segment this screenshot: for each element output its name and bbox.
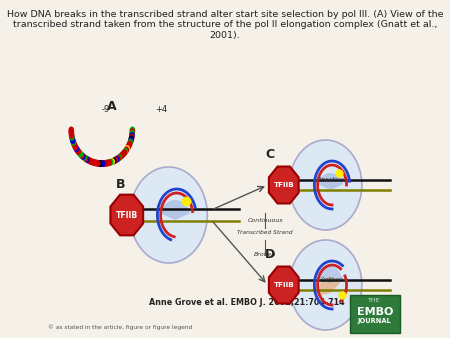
Circle shape <box>111 158 117 165</box>
Circle shape <box>72 142 77 149</box>
Circle shape <box>79 152 85 159</box>
Text: -9: -9 <box>102 105 110 114</box>
Text: © as stated in the article, figure or figure legend: © as stated in the article, figure or fi… <box>48 324 192 330</box>
Circle shape <box>87 158 93 165</box>
Circle shape <box>124 147 129 153</box>
Wedge shape <box>318 277 340 296</box>
Text: C: C <box>265 148 274 161</box>
Circle shape <box>86 157 91 164</box>
Circle shape <box>76 148 81 155</box>
Circle shape <box>100 160 105 167</box>
Text: TFIIB: TFIIB <box>274 282 294 288</box>
Circle shape <box>129 132 135 139</box>
Circle shape <box>97 160 102 167</box>
Circle shape <box>120 150 126 158</box>
Circle shape <box>71 140 77 147</box>
Wedge shape <box>317 266 342 283</box>
Text: How DNA breaks in the transcribed strand alter start site selection by pol III. : How DNA breaks in the transcribed strand… <box>7 10 443 40</box>
Circle shape <box>73 145 79 152</box>
Text: TFIIB: TFIIB <box>274 182 294 188</box>
Circle shape <box>109 158 115 165</box>
Circle shape <box>130 130 135 137</box>
Text: (Active): (Active) <box>320 277 344 283</box>
Circle shape <box>130 126 135 134</box>
Circle shape <box>83 155 89 162</box>
Circle shape <box>114 156 119 163</box>
Circle shape <box>98 160 104 167</box>
Circle shape <box>89 158 94 165</box>
Circle shape <box>118 153 124 160</box>
Circle shape <box>122 148 128 155</box>
Text: Continuous: Continuous <box>248 217 283 222</box>
Circle shape <box>103 160 109 167</box>
Text: THE: THE <box>369 298 381 303</box>
Text: Broken: Broken <box>254 252 276 258</box>
Circle shape <box>68 130 74 137</box>
Circle shape <box>108 159 113 166</box>
Text: EMBO: EMBO <box>356 307 393 317</box>
Circle shape <box>125 145 130 152</box>
Polygon shape <box>269 267 299 304</box>
Circle shape <box>68 126 74 134</box>
Polygon shape <box>269 167 299 203</box>
Text: A: A <box>107 100 116 113</box>
Circle shape <box>128 137 134 144</box>
Wedge shape <box>160 200 190 220</box>
Text: Anne Grove et al. EMBO J. 2002;21:704-714: Anne Grove et al. EMBO J. 2002;21:704-71… <box>148 298 344 307</box>
Circle shape <box>69 135 75 142</box>
Circle shape <box>126 142 132 149</box>
Text: TFIIB: TFIIB <box>116 211 138 219</box>
Text: JOURNAL: JOURNAL <box>358 318 392 324</box>
Circle shape <box>84 156 90 163</box>
Text: (Inactive): (Inactive) <box>317 177 347 183</box>
Circle shape <box>80 153 86 160</box>
Text: D: D <box>265 248 275 261</box>
Circle shape <box>289 240 362 330</box>
Circle shape <box>72 144 78 150</box>
FancyBboxPatch shape <box>350 295 400 333</box>
Circle shape <box>129 135 134 142</box>
Circle shape <box>130 128 135 135</box>
Circle shape <box>101 160 107 167</box>
Circle shape <box>70 137 76 144</box>
Circle shape <box>117 154 122 161</box>
Circle shape <box>69 134 75 141</box>
Circle shape <box>127 140 132 147</box>
Circle shape <box>74 147 80 153</box>
Circle shape <box>68 128 74 135</box>
Text: B: B <box>116 178 126 191</box>
Circle shape <box>95 160 101 167</box>
Polygon shape <box>110 195 143 235</box>
Circle shape <box>127 139 133 146</box>
Wedge shape <box>318 173 343 190</box>
Circle shape <box>71 139 76 146</box>
Circle shape <box>130 167 207 263</box>
Circle shape <box>115 155 121 162</box>
Circle shape <box>289 140 362 230</box>
Circle shape <box>126 144 131 150</box>
Circle shape <box>93 160 99 167</box>
Circle shape <box>119 152 125 159</box>
Circle shape <box>106 159 112 166</box>
Circle shape <box>112 157 118 164</box>
Text: +4: +4 <box>155 105 167 114</box>
Circle shape <box>90 159 96 166</box>
Circle shape <box>78 150 83 158</box>
Circle shape <box>76 149 82 156</box>
Circle shape <box>81 154 87 161</box>
Circle shape <box>129 134 135 141</box>
Circle shape <box>92 159 97 166</box>
Text: Transcribed Strand: Transcribed Strand <box>238 231 293 236</box>
Circle shape <box>69 132 74 139</box>
Circle shape <box>122 149 127 156</box>
Circle shape <box>105 160 110 167</box>
